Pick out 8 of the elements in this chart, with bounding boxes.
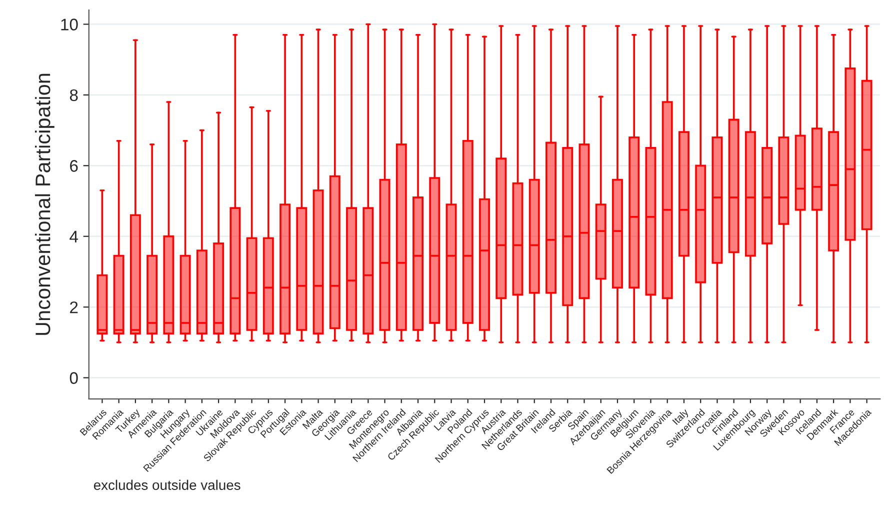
y-tick-label: 6 <box>70 160 78 172</box>
y-tick-label: 4 <box>70 230 78 242</box>
y-tick-label: 0 <box>70 372 78 384</box>
y-tick-label: 2 <box>70 301 78 314</box>
y-axis-title: Unconventional Participation <box>34 74 54 335</box>
y-tick-label: 10 <box>61 18 78 30</box>
y-tick-label: 8 <box>70 89 78 102</box>
text: excludes outside values <box>94 480 240 490</box>
